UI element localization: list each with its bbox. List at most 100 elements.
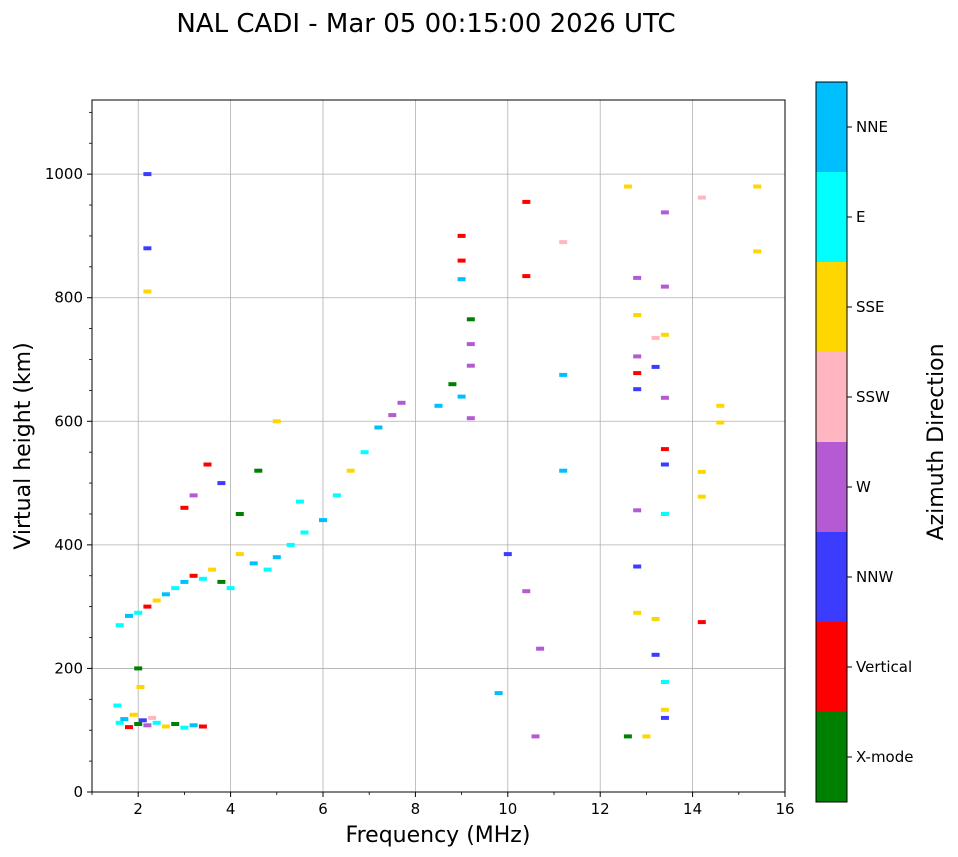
echo-point bbox=[660, 715, 669, 720]
echo-point bbox=[129, 712, 138, 717]
echo-point bbox=[660, 707, 669, 712]
echo-point bbox=[208, 567, 217, 572]
echo-point bbox=[642, 734, 651, 739]
echo-point bbox=[152, 720, 161, 725]
echo-point bbox=[536, 646, 545, 651]
y-tick-label: 800 bbox=[54, 289, 83, 307]
echo-point bbox=[286, 542, 295, 547]
echo-point bbox=[138, 718, 147, 723]
echo-point bbox=[651, 617, 660, 621]
echo-point bbox=[448, 382, 457, 387]
y-axis-ticks: 0 200 400 600 800 1000 bbox=[45, 111, 92, 801]
echo-point bbox=[651, 652, 660, 657]
colorbar-label: Azimuth Direction bbox=[924, 343, 949, 540]
echo-point bbox=[235, 552, 244, 557]
echo-point bbox=[148, 715, 157, 720]
echo-point bbox=[531, 734, 540, 739]
y-axis-label: Virtual height (km) bbox=[11, 342, 36, 549]
echo-point bbox=[198, 724, 207, 729]
x-tick-label: 2 bbox=[133, 800, 143, 818]
echo-point bbox=[125, 613, 133, 618]
echo-point bbox=[374, 425, 383, 430]
echo-point bbox=[226, 586, 235, 591]
echo-point bbox=[522, 589, 531, 594]
echo-point bbox=[457, 233, 466, 238]
echo-point bbox=[189, 723, 198, 728]
echo-point bbox=[113, 703, 122, 708]
echo-point bbox=[660, 680, 669, 684]
x-axis-label: Frequency (MHz) bbox=[346, 823, 531, 848]
echo-point bbox=[494, 691, 503, 696]
y-tick-label: 400 bbox=[54, 536, 83, 554]
echo-point bbox=[217, 481, 226, 486]
echo-point bbox=[388, 413, 397, 418]
x-tick-label: 14 bbox=[683, 800, 702, 818]
echo-point bbox=[180, 505, 189, 510]
colorbar-tick-label: W bbox=[856, 478, 871, 496]
colorbar-tick-label: X-mode bbox=[856, 748, 913, 766]
echo-point bbox=[180, 725, 189, 730]
echo-point bbox=[753, 184, 762, 189]
echo-point bbox=[633, 371, 642, 376]
echo-point bbox=[143, 723, 152, 728]
echo-point bbox=[466, 363, 475, 368]
x-axis-ticks: 2 4 6 8 10 12 14 16 bbox=[91, 792, 795, 818]
colorbar-segment bbox=[816, 622, 847, 712]
azimuth-colorbar: X-mode Vertical NNW W SSW SSE E NNE bbox=[815, 81, 913, 803]
echo-point bbox=[300, 530, 309, 535]
echo-point bbox=[559, 240, 568, 245]
echo-point bbox=[753, 249, 762, 254]
echo-point bbox=[198, 576, 207, 581]
echo-point bbox=[134, 666, 143, 671]
echo-point bbox=[272, 555, 281, 560]
echo-point bbox=[332, 493, 341, 498]
y-tick-label: 200 bbox=[54, 659, 83, 677]
echo-point bbox=[660, 332, 669, 337]
echo-point bbox=[189, 573, 198, 578]
echo-point bbox=[235, 512, 244, 516]
echo-point bbox=[522, 199, 531, 204]
echo-point bbox=[263, 567, 272, 572]
echo-point bbox=[559, 468, 568, 473]
echo-point bbox=[397, 400, 406, 405]
colorbar-tick-label: Vertical bbox=[856, 658, 912, 676]
echo-point bbox=[466, 342, 475, 347]
chart-title: NAL CADI - Mar 05 00:15:00 2026 UTC bbox=[176, 9, 675, 39]
echo-point bbox=[697, 620, 706, 625]
echo-point bbox=[319, 518, 327, 523]
plot-frame bbox=[91, 99, 786, 793]
echo-point bbox=[360, 450, 369, 455]
echo-point bbox=[623, 734, 632, 739]
echo-point bbox=[143, 246, 152, 251]
echo-point bbox=[161, 724, 170, 729]
echo-point bbox=[217, 579, 226, 584]
echo-point bbox=[466, 317, 475, 322]
echo-point bbox=[143, 172, 152, 177]
colorbar-frame bbox=[815, 81, 848, 803]
echo-point bbox=[115, 623, 124, 628]
colorbar-segment bbox=[816, 262, 847, 352]
x-tick-label: 16 bbox=[775, 800, 794, 818]
echo-point bbox=[295, 499, 304, 504]
echo-point bbox=[633, 610, 642, 615]
echo-point bbox=[152, 598, 161, 603]
echo-point bbox=[660, 210, 669, 215]
echo-point bbox=[660, 447, 669, 452]
echo-point bbox=[189, 493, 198, 498]
echo-point bbox=[716, 403, 725, 408]
echo-point bbox=[633, 564, 642, 569]
colorbar-segment bbox=[816, 712, 847, 802]
echo-point bbox=[716, 420, 725, 425]
colorbar-segment bbox=[816, 82, 847, 172]
echo-point bbox=[651, 335, 660, 340]
echo-point bbox=[522, 274, 531, 279]
echo-point bbox=[651, 364, 660, 369]
echo-point bbox=[623, 184, 632, 189]
data-points bbox=[113, 172, 762, 739]
echo-point bbox=[254, 468, 263, 473]
colorbar-tick-label: NNW bbox=[856, 568, 893, 586]
echo-point bbox=[457, 394, 466, 399]
echo-point bbox=[457, 258, 466, 263]
echo-point bbox=[134, 610, 143, 615]
